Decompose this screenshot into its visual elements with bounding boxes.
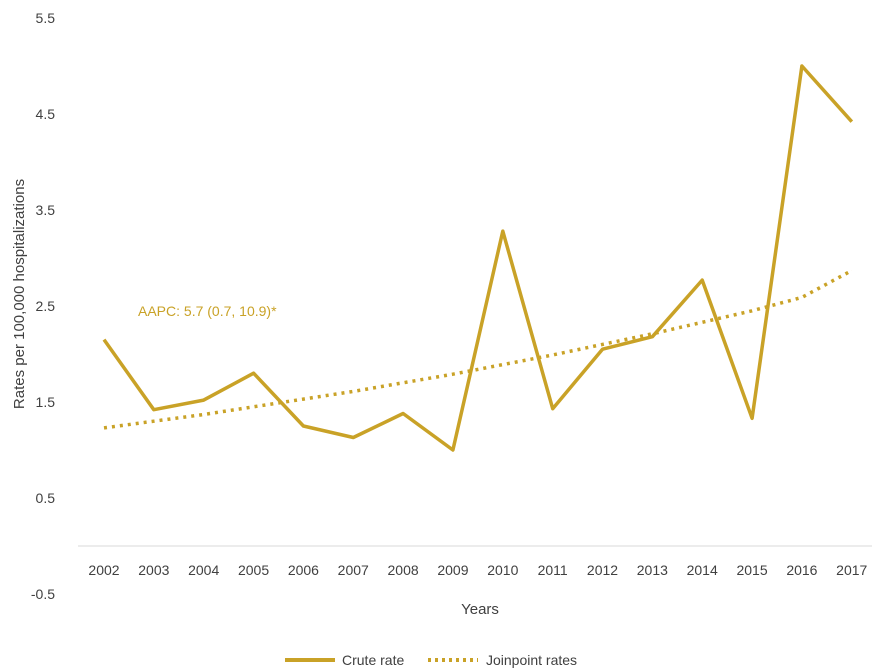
x-tick-label: 2005 [238, 562, 269, 578]
series-layer [102, 64, 854, 452]
y-tick-label: 0.5 [36, 490, 56, 506]
x-tick-label: 2013 [637, 562, 668, 578]
y-tick-label: 2.5 [36, 298, 56, 314]
x-tick-label: 2016 [786, 562, 817, 578]
x-tick-label: 2009 [437, 562, 468, 578]
x-axis-ticks: 2002 2003 2004 2005 2006 2007 2008 2009 2010 2011… [88, 562, 867, 578]
series-line-crute-rate [102, 64, 854, 452]
legend-joinpoint-rates-label: Joinpoint rates [486, 652, 577, 668]
x-tick-label: 2015 [736, 562, 767, 578]
series-line-joinpoint-rates [103, 268, 853, 430]
x-tick-label: 2002 [88, 562, 119, 578]
y-tick-label: 5.5 [36, 10, 56, 26]
x-tick-label: 2008 [388, 562, 419, 578]
x-axis-title: Years [461, 601, 499, 618]
x-tick-label: 2004 [188, 562, 219, 578]
y-tick-label: 1.5 [36, 394, 56, 410]
x-tick-label: 2011 [538, 562, 568, 578]
y-tick-label: 4.5 [36, 106, 56, 122]
aapc-annotation: AAPC: 5.7 (0.7, 10.9)* [138, 303, 277, 319]
legend: Crute rate Joinpoint rates [285, 652, 577, 668]
legend-crute-rate-label: Crute rate [342, 652, 404, 668]
y-tick-label: -0.5 [31, 586, 55, 602]
y-axis-title: Rates per 100,000 hospitalizations [11, 179, 28, 409]
x-tick-label: 2007 [338, 562, 369, 578]
x-tick-label: 2010 [487, 562, 518, 578]
y-tick-label: 3.5 [36, 202, 56, 218]
x-tick-label: 2017 [836, 562, 867, 578]
x-tick-label: 2003 [138, 562, 169, 578]
y-axis-ticks: -0.5 0.5 1.5 2.5 3.5 4.5 5.5 [31, 10, 55, 602]
x-tick-label: 2014 [687, 562, 718, 578]
x-tick-label: 2006 [288, 562, 319, 578]
x-tick-label: 2012 [587, 562, 618, 578]
